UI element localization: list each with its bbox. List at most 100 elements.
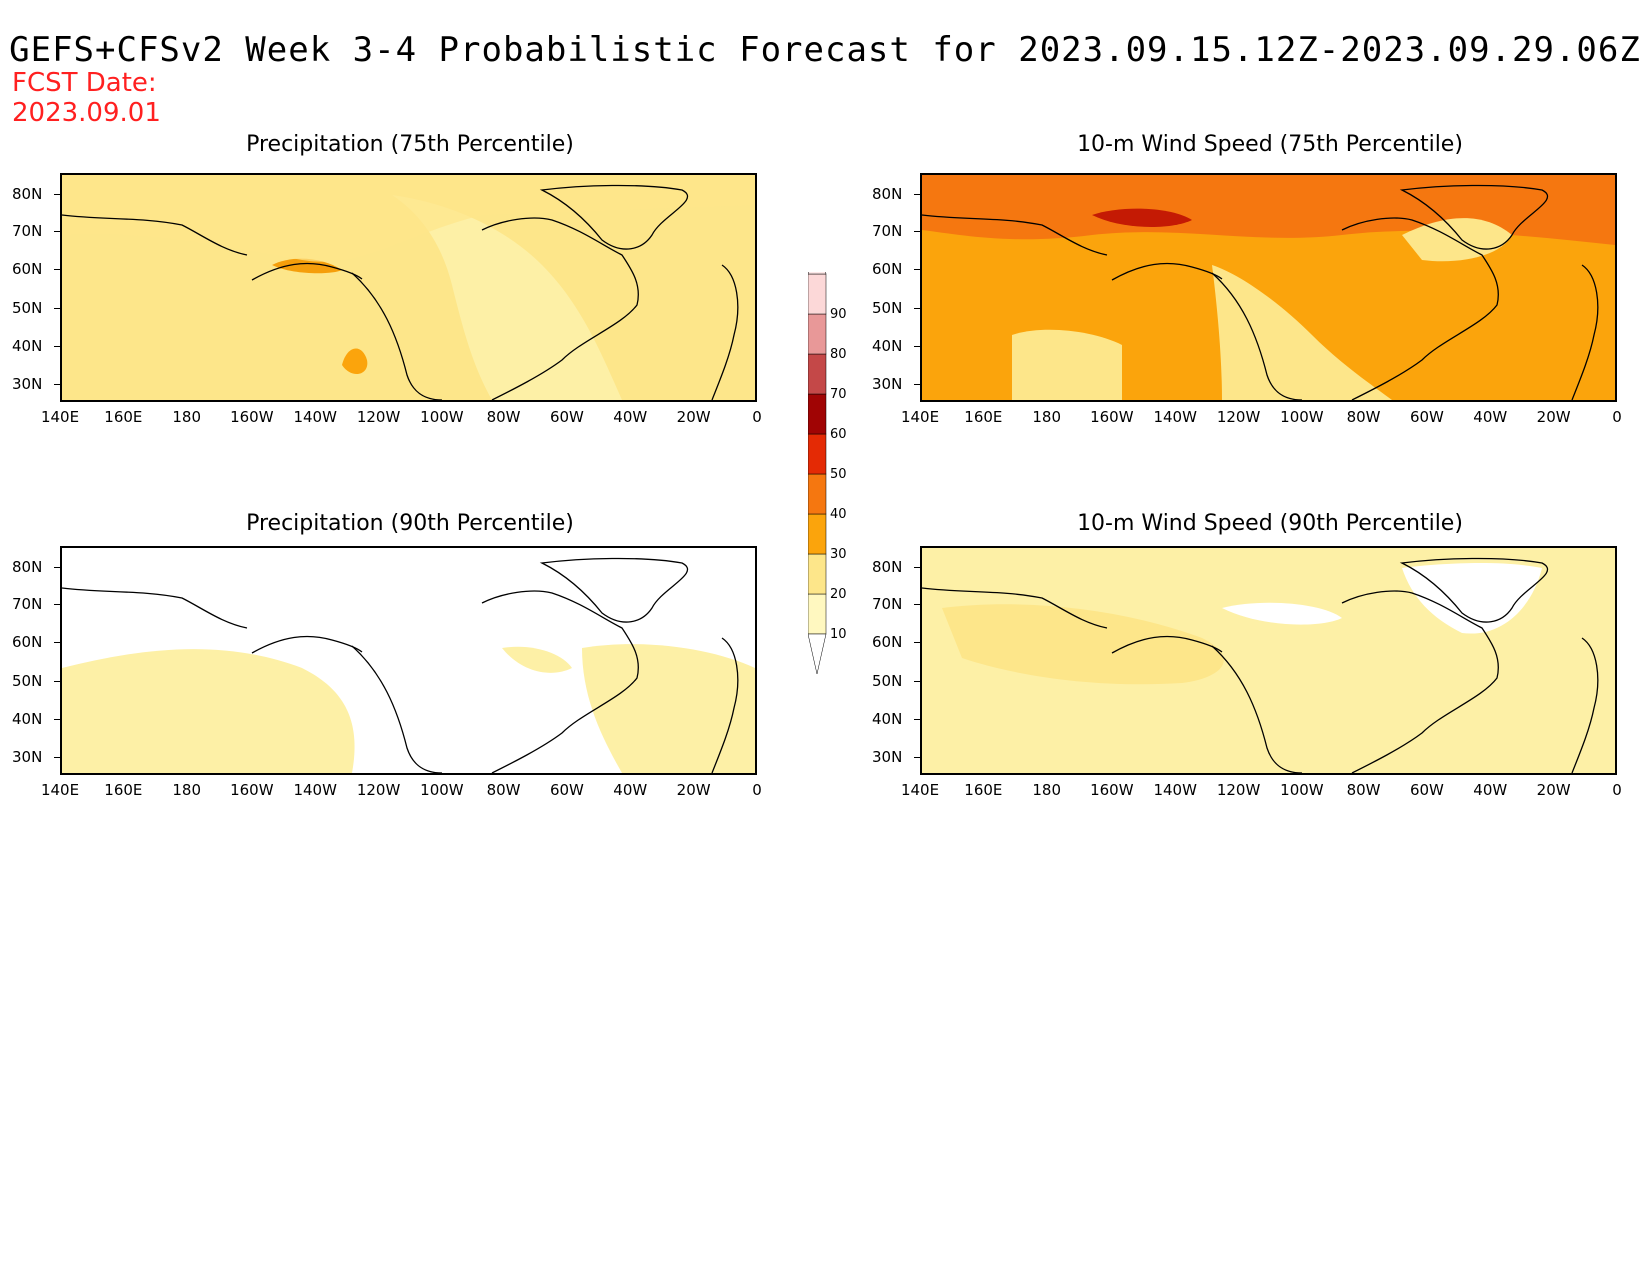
- coastline: [922, 214, 1108, 256]
- colorbar-segment: [807, 553, 827, 595]
- lat-tick-label: 80N: [12, 184, 43, 203]
- panel-title-wind-90: 10-m Wind Speed (90th Percentile): [1077, 511, 1463, 536]
- colorbar-label: 40: [830, 507, 847, 522]
- lon-tick-label: 60W: [1409, 781, 1444, 799]
- coastline: [481, 590, 639, 773]
- lon-tick-label: 40W: [613, 781, 648, 799]
- colorbar-label: 10: [830, 627, 847, 642]
- lon-tick-label: 140E: [40, 408, 80, 426]
- coastline: [62, 587, 248, 629]
- lon-tick-label: 140W: [293, 408, 337, 426]
- lon-tick-label: 160E: [964, 781, 1003, 799]
- field-patch: [1402, 218, 1512, 262]
- lat-tick-label: 50N: [872, 299, 903, 318]
- map-wind-90: [920, 546, 1617, 775]
- lon-tick-label: 80W: [486, 781, 521, 799]
- lat-tick-label: 70N: [872, 222, 903, 241]
- lon-tick-label: 140E: [900, 781, 940, 799]
- colorbar-segment: [807, 393, 827, 435]
- field-patch: [272, 258, 342, 274]
- lat-tick-label: 30N: [872, 747, 903, 766]
- forecast-date-value: 2023.09.01: [12, 98, 161, 128]
- coastline: [351, 272, 443, 400]
- coastline: [251, 635, 363, 654]
- lat-tick-mark: [54, 345, 60, 347]
- lon-tick-label: 160W: [1090, 781, 1134, 799]
- lat-tick-label: 70N: [872, 595, 903, 614]
- lon-tick-label: 140W: [293, 781, 337, 799]
- panel-title-wind-75: 10-m Wind Speed (75th Percentile): [1077, 132, 1463, 157]
- lon-tick-label: 100W: [1280, 781, 1324, 799]
- lon-tick-label: 140E: [40, 781, 80, 799]
- lat-tick-label: 70N: [12, 222, 43, 241]
- colorbar-segment: [807, 593, 827, 635]
- lon-tick-label: 60W: [1409, 408, 1444, 426]
- lat-tick-label: 40N: [12, 709, 43, 728]
- map-precip-90: [60, 546, 757, 775]
- coastline: [251, 262, 363, 281]
- lon-tick-label: 120W: [356, 781, 401, 799]
- lon-tick-label: 140W: [1153, 781, 1197, 799]
- coastline: [1399, 184, 1549, 250]
- lon-tick-label: 60W: [549, 408, 584, 426]
- lat-tick-label: 40N: [872, 709, 903, 728]
- coastline: [539, 557, 689, 623]
- lon-tick-label: 160E: [104, 781, 143, 799]
- forecast-date-label: FCST Date:: [12, 68, 157, 98]
- colorbar-top-arrow: [807, 235, 827, 275]
- colorbar-segment: [807, 273, 827, 315]
- lat-tick-mark: [54, 604, 60, 606]
- lon-tick-label: 80W: [1346, 408, 1381, 426]
- lat-tick-mark: [914, 604, 920, 606]
- lon-tick-label: 160W: [230, 408, 274, 426]
- lon-tick-label: 160W: [230, 781, 274, 799]
- lon-tick-label: 140E: [900, 408, 940, 426]
- colorbar-graphic: 10 20 30 40 50 60 70 80 90: [807, 235, 847, 675]
- field-patch: [392, 195, 622, 400]
- colorbar-segment: [807, 353, 827, 395]
- colorbar-segment: [807, 513, 827, 555]
- field-patch: [1012, 329, 1122, 400]
- lat-tick-label: 60N: [872, 633, 903, 652]
- lon-tick-label: 40W: [613, 408, 648, 426]
- panel-title-precip-90: Precipitation (90th Percentile): [246, 511, 574, 536]
- lon-tick-label: 120W: [1216, 781, 1261, 799]
- lon-tick-label: 0: [752, 781, 762, 799]
- coastline: [1341, 217, 1499, 400]
- lat-tick-mark: [914, 345, 920, 347]
- lat-tick-mark: [914, 756, 920, 758]
- coastline: [351, 645, 443, 773]
- lon-tick-label: 20W: [676, 408, 711, 426]
- field-patch: [582, 644, 755, 773]
- map-wind-90-field: [922, 548, 1615, 773]
- lon-tick-label: 180: [1032, 781, 1062, 799]
- coastline: [711, 637, 739, 773]
- coastline: [1111, 262, 1223, 281]
- figure-title: GEFS+CFSv2 Week 3-4 Probabilistic Foreca…: [9, 30, 1641, 70]
- lat-tick-mark: [914, 681, 920, 683]
- colorbar-label: 90: [830, 307, 847, 322]
- lat-tick-label: 60N: [12, 260, 43, 279]
- lon-tick-label: 160W: [1090, 408, 1134, 426]
- coastline: [1211, 272, 1303, 400]
- lat-tick-mark: [914, 642, 920, 644]
- lon-tick-label: 20W: [1536, 781, 1571, 799]
- lat-tick-label: 60N: [12, 633, 43, 652]
- lat-tick-label: 30N: [872, 374, 903, 393]
- lat-tick-mark: [54, 756, 60, 758]
- lat-tick-mark: [914, 193, 920, 195]
- lon-tick-label: 180: [172, 781, 202, 799]
- lon-tick-label: 160E: [964, 408, 1003, 426]
- lon-tick-label: 140W: [1153, 408, 1197, 426]
- lon-tick-label: 20W: [1536, 408, 1571, 426]
- lon-tick-label: 0: [1612, 408, 1622, 426]
- coastline: [711, 264, 739, 400]
- coastline: [481, 217, 639, 400]
- lat-tick-label: 80N: [12, 557, 43, 576]
- lat-tick-mark: [54, 642, 60, 644]
- lat-tick-label: 50N: [12, 672, 43, 691]
- colorbar-label: 80: [830, 347, 847, 362]
- coastline: [1399, 557, 1549, 623]
- colorbar-segment: [807, 313, 827, 355]
- map-precip-75-field: [62, 175, 755, 400]
